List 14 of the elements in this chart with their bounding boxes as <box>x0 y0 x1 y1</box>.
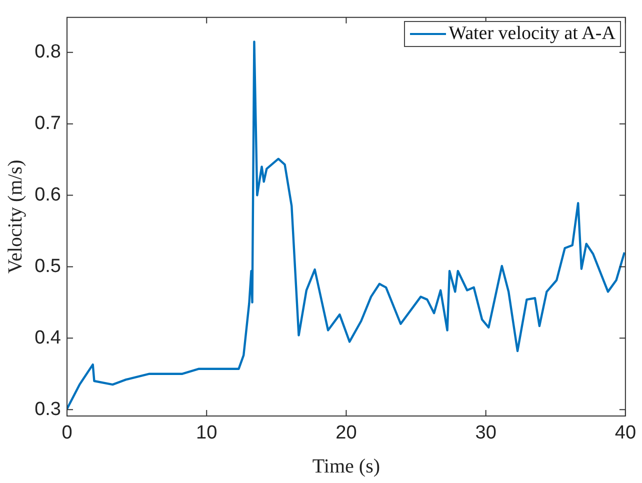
y-tick-label: 0.6 <box>34 184 61 206</box>
x-tick-label: 30 <box>475 422 496 444</box>
y-axis-title: Velocity (m/s) <box>4 160 26 274</box>
legend-label: Water velocity at A-A <box>448 23 616 46</box>
y-tick-label: 0.8 <box>34 42 61 63</box>
y-tick-label: 0.3 <box>34 398 61 420</box>
x-tick-label: 20 <box>336 422 357 444</box>
y-tick-label: 0.5 <box>34 256 61 277</box>
x-tick-label: 40 <box>614 422 636 444</box>
x-axis-title: Time (s) <box>312 455 380 478</box>
y-tick-label: 0.4 <box>34 327 62 348</box>
x-tick-label: 10 <box>196 422 218 444</box>
x-tick-label: 0 <box>62 422 72 444</box>
y-tick-label: 0.7 <box>34 113 61 134</box>
